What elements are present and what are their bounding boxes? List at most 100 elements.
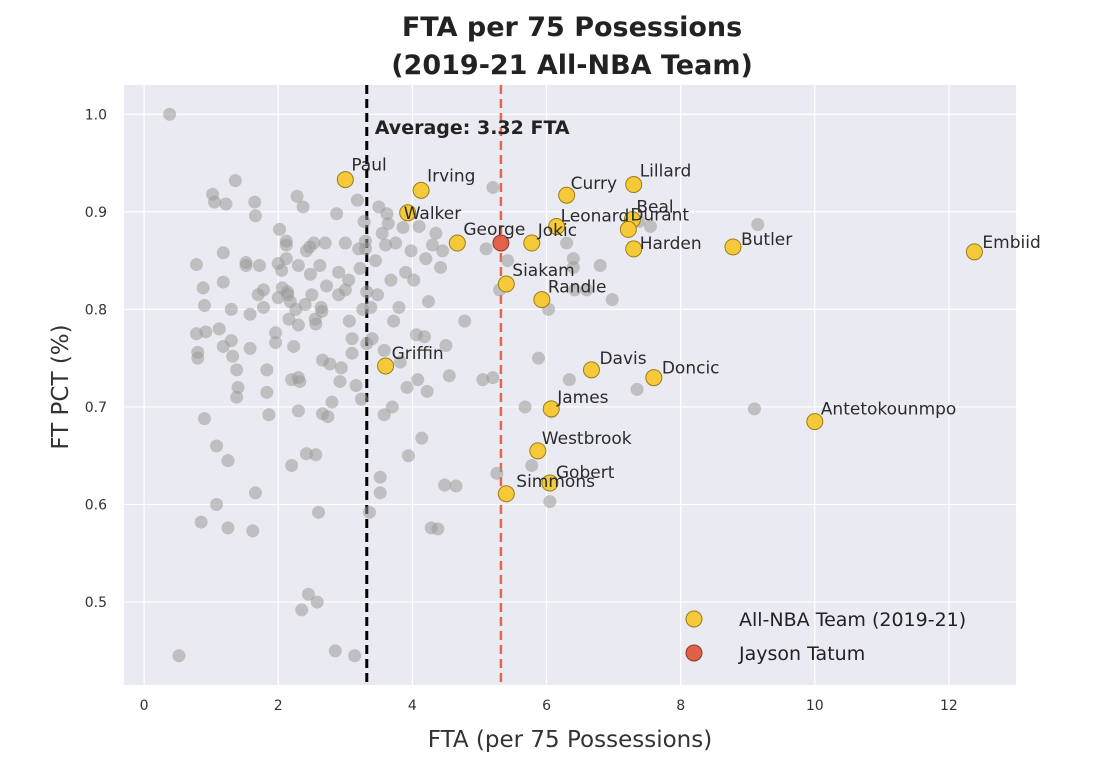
other-player-point: [307, 236, 321, 250]
other-player-point: [605, 293, 619, 307]
other-player-point: [643, 219, 657, 233]
all-nba-point-curry: [558, 186, 576, 204]
other-player-point: [479, 242, 493, 256]
x-tick-label: 2: [274, 698, 283, 714]
other-player-point: [407, 273, 421, 287]
other-player-point: [630, 382, 644, 396]
other-player-point: [216, 246, 230, 260]
other-player-point: [362, 505, 376, 519]
other-player-point: [228, 174, 242, 188]
other-player-point: [248, 486, 262, 500]
other-player-point: [285, 458, 299, 472]
point-label-walker: Walker: [404, 204, 462, 224]
other-player-point: [332, 265, 346, 279]
other-player-point: [309, 317, 323, 331]
other-player-point: [389, 236, 403, 250]
legend-label-all-nba: All-NBA Team (2019-21): [739, 609, 966, 631]
other-player-point: [385, 400, 399, 414]
point-label-doncic: Doncic: [662, 359, 720, 379]
other-player-point: [298, 298, 312, 312]
other-player-point: [325, 395, 339, 409]
other-player-point: [257, 283, 271, 297]
other-player-point: [438, 478, 452, 492]
other-player-point: [291, 318, 305, 332]
other-player-point: [303, 267, 317, 281]
other-player-point: [260, 363, 274, 377]
other-player-point: [399, 265, 413, 279]
other-player-point: [568, 283, 582, 297]
other-player-point: [210, 439, 224, 453]
point-label-davis: Davis: [599, 349, 646, 369]
other-player-point: [333, 375, 347, 389]
other-player-point: [282, 312, 296, 326]
average-annotation: Average: 3.32 FTA: [375, 117, 570, 139]
other-player-point: [531, 351, 545, 365]
other-player-point: [360, 285, 374, 299]
point-label-beal: Beal: [636, 198, 673, 218]
legend-label-tatum: Jayson Tatum: [738, 643, 865, 665]
all-nba-point-doncic: [645, 369, 663, 387]
y-tick-label: 0.8: [85, 302, 107, 318]
other-player-point: [230, 390, 244, 404]
other-player-point: [315, 304, 329, 318]
axis-ticks: 0 2 4 6 8 10 12 0.5 0.6 0.7 0.8 0.9 1.0: [85, 107, 958, 714]
other-player-point: [172, 649, 186, 663]
all-nba-point-antetokounmpo: [806, 413, 824, 431]
other-player-point: [248, 195, 262, 209]
legend-marker-all-nba: [685, 610, 703, 628]
point-label-simmons: Simmons: [516, 472, 595, 492]
other-player-point: [197, 298, 211, 312]
other-player-point: [269, 336, 283, 350]
other-player-point: [354, 392, 368, 406]
x-tick-label: 4: [408, 698, 417, 714]
y-tick-label: 0.7: [85, 400, 107, 416]
point-label-antetokounmpo: Antetokounmpo: [821, 400, 957, 420]
tatum-series: [492, 234, 510, 252]
x-tick-label: 0: [140, 698, 149, 714]
other-player-point: [269, 326, 283, 340]
other-player-point: [197, 412, 211, 426]
other-player-point: [338, 283, 352, 297]
all-nba-point-lillard: [625, 176, 643, 194]
other-player-point: [411, 373, 425, 387]
other-player-point: [373, 486, 387, 500]
y-tick-label: 0.5: [85, 595, 107, 611]
other-player-point: [208, 195, 222, 209]
other-player-point: [434, 260, 448, 274]
other-player-point: [525, 458, 539, 472]
other-player-point: [417, 330, 431, 344]
all-nba-point-westbrook: [529, 442, 547, 460]
other-player-point: [384, 273, 398, 287]
all-nba-point-embiid: [965, 243, 983, 261]
other-player-point: [334, 361, 348, 375]
other-player-point: [163, 107, 177, 121]
all-nba-point-jokic: [523, 234, 541, 252]
other-player-point: [287, 339, 301, 353]
other-player-point: [246, 524, 260, 538]
other-player-point: [210, 498, 224, 512]
other-player-point: [309, 448, 323, 462]
other-player-point: [221, 521, 235, 535]
other-player-point: [310, 595, 324, 609]
other-player-point: [747, 402, 761, 416]
point-label-randle: Randle: [548, 278, 607, 298]
reference-lines: [365, 85, 503, 685]
other-player-point: [377, 408, 391, 422]
point-label-gobert: Gobert: [556, 463, 615, 483]
other-player-point: [224, 302, 238, 316]
point-label-durant: Durant: [630, 205, 689, 225]
other-player-point: [371, 288, 385, 302]
other-player-point: [490, 466, 504, 480]
other-player-point: [562, 373, 576, 387]
all-nba-point-butler: [724, 238, 742, 256]
other-player-point: [219, 197, 233, 211]
other-player-point: [415, 431, 429, 445]
point-label-irving: Irving: [427, 166, 475, 186]
other-player-point: [400, 380, 414, 394]
other-player-point: [296, 200, 310, 214]
other-player-point: [311, 505, 325, 519]
other-player-point: [393, 355, 407, 369]
other-player-point: [449, 479, 463, 493]
other-player-point: [429, 226, 443, 240]
